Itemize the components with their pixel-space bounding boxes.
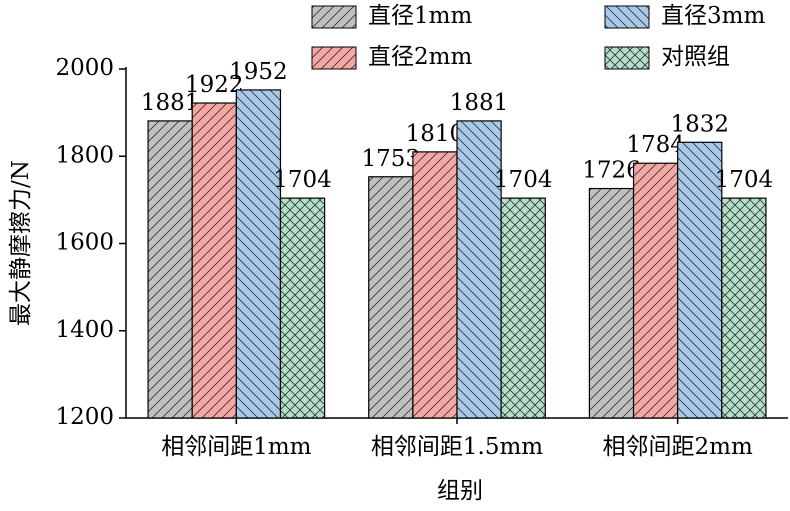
bar <box>500 197 546 419</box>
bar <box>456 120 502 419</box>
value-label: 1881 <box>141 90 200 116</box>
legend-label: 直径3mm <box>661 3 765 29</box>
bar <box>235 89 282 419</box>
value-label: 1704 <box>715 167 774 193</box>
value-label: 1726 <box>582 158 641 184</box>
y-tick-label: 1400 <box>55 317 114 343</box>
x-tick-label: 相邻间距1mm <box>161 434 311 460</box>
value-label: 1704 <box>273 167 332 193</box>
bar <box>147 120 193 419</box>
legend-swatch <box>604 46 650 70</box>
bar <box>721 197 767 419</box>
value-label: 1952 <box>229 59 288 85</box>
bar <box>677 141 723 419</box>
value-label: 1922 <box>185 72 244 98</box>
x-tick-label: 相邻间距1.5mm <box>371 434 543 460</box>
bar <box>368 176 414 419</box>
bar <box>279 197 326 419</box>
value-label: 1810 <box>406 121 465 147</box>
x-axis-label: 组别 <box>437 478 483 504</box>
bar <box>191 102 237 419</box>
y-axis-label: 最大静摩擦力/N <box>8 160 34 326</box>
legend-label: 对照组 <box>661 44 730 70</box>
value-label: 1881 <box>450 90 509 116</box>
x-tick-label: 相邻间距2mm <box>603 434 753 460</box>
bar <box>632 162 679 419</box>
value-label: 1832 <box>670 111 729 137</box>
legend-label: 直径2mm <box>368 44 472 70</box>
value-label: 1753 <box>362 146 421 172</box>
value-label: 1704 <box>494 167 553 193</box>
legend-swatch <box>311 46 357 70</box>
y-tick-label: 1200 <box>55 404 114 430</box>
legend-label: 直径1mm <box>368 3 472 29</box>
legend-swatch <box>311 5 357 29</box>
value-label: 1784 <box>626 132 685 158</box>
bar <box>412 151 458 419</box>
y-tick-label: 2000 <box>55 55 114 81</box>
y-tick-label: 1600 <box>55 230 114 256</box>
y-tick-label: 1800 <box>55 142 114 168</box>
bar <box>588 187 635 419</box>
legend-swatch <box>604 5 650 29</box>
